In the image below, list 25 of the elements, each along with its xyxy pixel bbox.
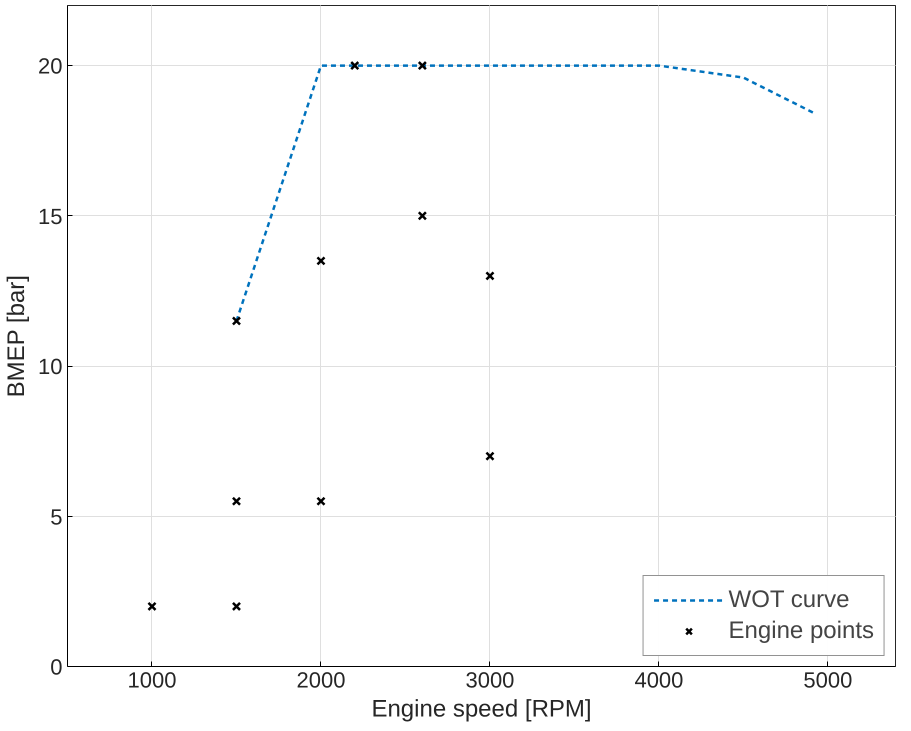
x-tick-label: 3000 xyxy=(465,668,514,692)
x-tick-label: 2000 xyxy=(296,668,346,692)
y-tick-label: 15 xyxy=(38,204,63,229)
point xyxy=(232,316,242,326)
point xyxy=(485,271,495,281)
legend-label: WOT curve xyxy=(728,586,850,614)
x-tick-label: 4000 xyxy=(634,668,684,692)
point xyxy=(232,496,242,506)
x-tick-label: 5000 xyxy=(803,668,852,692)
x-axis-title: Engine speed [RPM] xyxy=(371,696,592,722)
legend-label: Engine points xyxy=(728,617,874,645)
point xyxy=(418,211,428,221)
x-tick-label: 1000 xyxy=(128,668,176,692)
y-axis-title: BMEP [bar] xyxy=(3,275,30,398)
point xyxy=(485,451,495,461)
point xyxy=(418,60,428,70)
y-tick-label: 20 xyxy=(38,54,63,79)
point xyxy=(350,60,360,70)
y-tick-label: 10 xyxy=(38,354,63,380)
point xyxy=(316,256,326,266)
y-tick-label: 0 xyxy=(50,654,63,680)
y-tick-label: 5 xyxy=(50,504,63,530)
point xyxy=(147,602,157,612)
point xyxy=(316,496,326,506)
point xyxy=(232,602,242,612)
